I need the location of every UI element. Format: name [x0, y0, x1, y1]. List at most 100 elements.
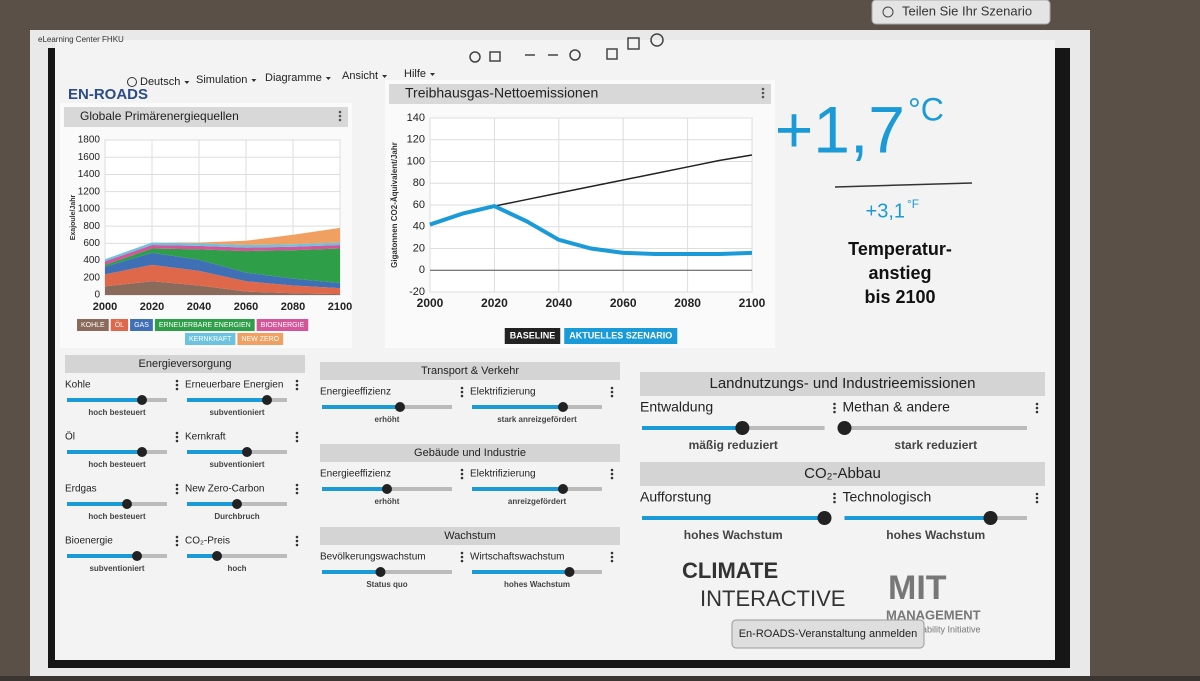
slider-knob[interactable] — [817, 511, 832, 525]
menu-dots[interactable] — [295, 543, 299, 547]
menu-dots[interactable] — [295, 383, 299, 387]
menu-dots[interactable] — [833, 496, 836, 500]
menu-dots[interactable] — [175, 483, 179, 487]
fullscreen-icon[interactable] — [606, 48, 618, 60]
menu-dots[interactable] — [338, 110, 342, 114]
slider-knob[interactable] — [137, 395, 147, 405]
home-icon[interactable] — [489, 51, 501, 62]
menu-dots[interactable] — [460, 472, 464, 476]
menu-item[interactable]: Simulation — [196, 74, 247, 86]
menu-dots[interactable] — [1035, 496, 1039, 500]
menu-dots[interactable] — [295, 439, 299, 443]
menu-dots[interactable] — [460, 386, 464, 390]
menu-dots[interactable] — [175, 491, 179, 495]
slider-knob[interactable] — [132, 551, 142, 561]
slider-knob[interactable] — [558, 484, 568, 494]
menu-dots[interactable] — [295, 435, 299, 439]
menu-dots[interactable] — [460, 468, 464, 472]
info-icon[interactable] — [650, 33, 664, 47]
menu-dots[interactable] — [295, 491, 299, 495]
legend-swatch[interactable] — [110, 319, 129, 331]
menu-dots[interactable] — [833, 406, 836, 410]
slider-knob[interactable] — [983, 511, 998, 525]
legend-label[interactable]: BASELINE — [510, 330, 556, 340]
legend-label[interactable]: ÖL — [115, 321, 124, 329]
menu-item[interactable]: Ansicht — [342, 70, 378, 82]
legend-swatch[interactable] — [154, 319, 255, 331]
menu-dots[interactable] — [338, 114, 342, 118]
menu-dots[interactable] — [175, 539, 179, 543]
menu-dots[interactable] — [295, 487, 299, 491]
legend-swatch[interactable] — [130, 319, 153, 331]
legend-label[interactable]: AKTUELLES SZENARIO — [569, 330, 672, 340]
slider-knob[interactable] — [262, 395, 272, 405]
slider-knob[interactable] — [375, 567, 386, 577]
legend-label[interactable]: BIOENERGIE — [261, 322, 305, 329]
menu-dots[interactable] — [175, 543, 179, 547]
menu-dots[interactable] — [833, 492, 836, 496]
menu-dots[interactable] — [460, 390, 464, 394]
slider-knob[interactable] — [122, 499, 132, 509]
menu-dots[interactable] — [761, 87, 765, 91]
menu-dots[interactable] — [175, 431, 179, 435]
menu-dots[interactable] — [610, 476, 614, 480]
menu-dots[interactable] — [295, 535, 299, 539]
menu-dots[interactable] — [175, 383, 179, 387]
slider-knob[interactable] — [735, 421, 750, 435]
slider-knob[interactable] — [212, 551, 222, 561]
slider-track[interactable] — [187, 554, 287, 558]
slider-knob[interactable] — [232, 499, 242, 509]
menu-dots[interactable] — [761, 95, 765, 99]
menu-dots[interactable] — [610, 472, 614, 476]
slider-knob[interactable] — [564, 567, 575, 577]
slider-knob[interactable] — [242, 447, 252, 457]
menu-dots[interactable] — [460, 555, 464, 559]
grid-icon[interactable] — [627, 37, 640, 50]
legend-swatch[interactable] — [77, 319, 109, 331]
legend-swatch[interactable] — [237, 333, 284, 345]
slider-track[interactable] — [322, 570, 452, 574]
menu-dots[interactable] — [460, 394, 464, 398]
menu-dots[interactable] — [610, 551, 614, 555]
redo-icon[interactable] — [569, 49, 581, 61]
undo-icon[interactable] — [469, 51, 481, 63]
legend-label[interactable]: ERNEUERBARE ENERGIEN — [159, 322, 251, 329]
menu-dots[interactable] — [460, 559, 464, 563]
menu-dots[interactable] — [175, 379, 179, 383]
menu-dots[interactable] — [295, 431, 299, 435]
menu-dots[interactable] — [833, 410, 836, 414]
menu-item[interactable]: Hilfe — [404, 68, 426, 80]
menu-dots[interactable] — [175, 439, 179, 443]
menu-dots[interactable] — [1035, 406, 1039, 410]
menu-dots[interactable] — [295, 483, 299, 487]
legend-swatch[interactable] — [564, 328, 678, 344]
menu-dots[interactable] — [1035, 500, 1039, 504]
menu-dots[interactable] — [460, 476, 464, 480]
menu-dots[interactable] — [1035, 402, 1039, 406]
menu-dots[interactable] — [175, 435, 179, 439]
register-button[interactable] — [731, 619, 925, 649]
menu-dots[interactable] — [610, 468, 614, 472]
legend-swatch[interactable] — [504, 328, 561, 344]
menu-dots[interactable] — [610, 555, 614, 559]
menu-dots[interactable] — [295, 539, 299, 543]
menu-dots[interactable] — [175, 487, 179, 491]
slider-knob[interactable] — [382, 484, 392, 494]
menu-item[interactable]: Diagramme — [265, 72, 322, 84]
menu-dots[interactable] — [460, 551, 464, 555]
legend-swatch[interactable] — [256, 319, 309, 331]
menu-dots[interactable] — [1035, 492, 1039, 496]
menu-dots[interactable] — [338, 118, 342, 122]
legend-label[interactable]: GAS — [134, 322, 149, 329]
legend-label[interactable]: KERNKRAFT — [189, 336, 232, 343]
menu-dots[interactable] — [610, 559, 614, 563]
slider-knob[interactable] — [137, 447, 147, 457]
menu-dots[interactable] — [295, 387, 299, 391]
slider-track[interactable] — [844, 426, 1028, 430]
share-button[interactable] — [871, 0, 1051, 25]
slider-knob[interactable] — [395, 402, 405, 412]
menu-item[interactable]: Deutsch — [140, 76, 180, 88]
menu-dots[interactable] — [610, 386, 614, 390]
menu-dots[interactable] — [833, 402, 836, 406]
menu-dots[interactable] — [610, 390, 614, 394]
